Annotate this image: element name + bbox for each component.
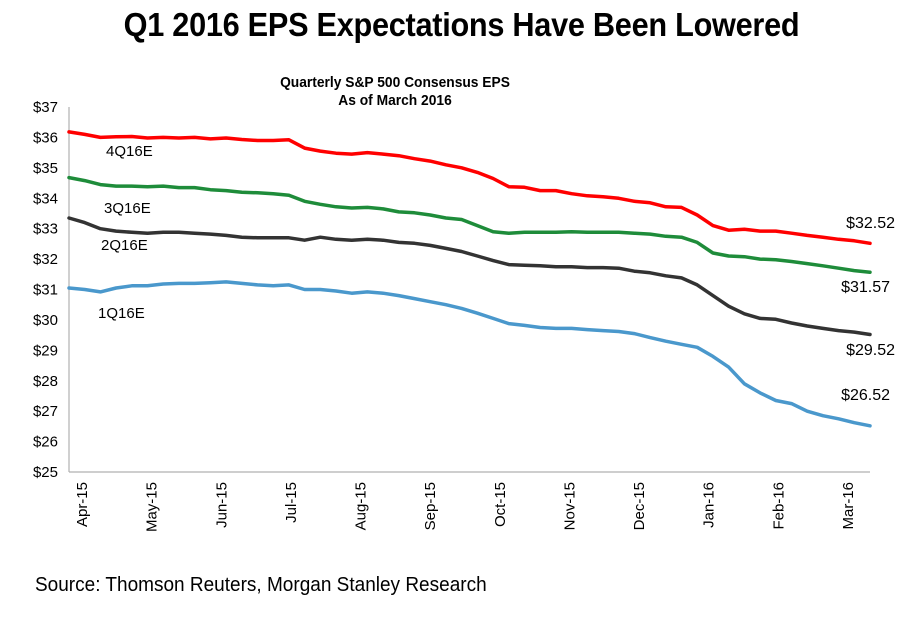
- x-tick-label: Jul-15: [283, 482, 300, 523]
- x-tick-label: Jan-16: [701, 482, 718, 528]
- y-tick-label: $29: [33, 342, 58, 359]
- series-lines: [67, 130, 872, 428]
- x-tick-label: Oct-15: [492, 482, 509, 527]
- y-tick-label: $34: [33, 190, 58, 207]
- x-axis-ticks: Apr-15 May-15 Jun-15 Jul-15 Aug-15 Sep-15 Oct-…: [74, 482, 857, 532]
- series-line-1q16e: [67, 280, 872, 428]
- chart-subtitle: As of March 2016: [338, 92, 452, 109]
- page-title: Q1 2016 EPS Expectations Have Been Lower…: [123, 6, 800, 43]
- chart-title-line-1: Quarterly S&P 500 Consensus EPS: [280, 74, 510, 91]
- y-tick-label: $37: [33, 99, 58, 116]
- y-tick-label: $27: [33, 403, 58, 420]
- y-tick-label: $28: [33, 373, 58, 390]
- x-tick-label: Feb-16: [770, 482, 787, 530]
- y-tick-label: $36: [33, 129, 58, 146]
- chart-title: Quarterly S&P 500 Consensus EPS As of Ma…: [197, 74, 593, 110]
- series-line-4q16e: [67, 130, 872, 246]
- x-tick-label: Dec-15: [631, 482, 648, 530]
- end-value-label-1q16e: $26.52: [841, 387, 890, 404]
- y-tick-label: $31: [33, 282, 58, 299]
- x-tick-label: Jun-15: [213, 482, 230, 528]
- x-tick-label: Aug-15: [353, 482, 370, 530]
- x-tick-label: Apr-15: [74, 482, 91, 527]
- end-value-label-2q16e: $29.52: [846, 342, 895, 359]
- series-label-2q16e: 2Q16E: [101, 237, 148, 254]
- y-axis-ticks: $25 $26 $27 $28 $29 $30 $31 $32 $33 $34 $35 $36 $37: [33, 99, 58, 481]
- series-label-3q16e: 3Q16E: [104, 200, 151, 217]
- x-tick-label: Nov-15: [561, 482, 578, 530]
- series-line-3q16e: [67, 175, 872, 274]
- series-label-4q16e: 4Q16E: [106, 143, 153, 160]
- x-tick-label: Mar-16: [840, 482, 857, 530]
- y-tick-label: $33: [33, 221, 58, 238]
- end-value-label-3q16e: $31.57: [841, 279, 890, 296]
- series-labels: 4Q16E $32.52 3Q16E $31.57 2Q16E $29.52 1Q16E $2…: [98, 143, 895, 404]
- y-tick-label: $32: [33, 251, 58, 268]
- series-label-1q16e: 1Q16E: [98, 305, 145, 322]
- series-line-2q16e: [67, 216, 872, 337]
- end-value-label-4q16e: $32.52: [846, 215, 895, 232]
- source-note: Source: Thomson Reuters, Morgan Stanley …: [35, 574, 487, 596]
- x-tick-label: May-15: [144, 482, 161, 532]
- y-tick-label: $30: [33, 312, 58, 329]
- chart-axes: [68, 107, 870, 473]
- y-tick-label: $25: [33, 464, 58, 481]
- y-tick-label: $26: [33, 434, 58, 451]
- y-tick-label: $35: [33, 160, 58, 177]
- x-tick-label: Sep-15: [422, 482, 439, 530]
